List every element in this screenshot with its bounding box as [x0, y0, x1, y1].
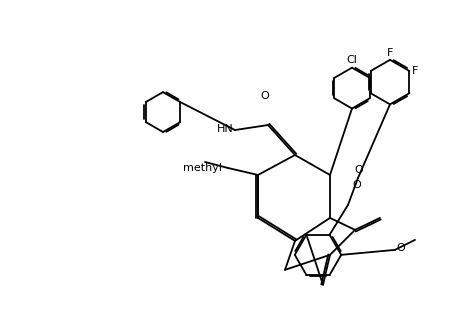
Text: O: O [352, 180, 361, 190]
Text: O: O [395, 243, 404, 252]
Text: O: O [260, 91, 269, 101]
Text: O: O [354, 165, 363, 175]
Text: methyl: methyl [183, 163, 222, 173]
Text: Cl: Cl [346, 55, 357, 66]
Text: HN: HN [217, 124, 233, 134]
Text: F: F [386, 48, 392, 57]
Text: F: F [411, 66, 417, 76]
